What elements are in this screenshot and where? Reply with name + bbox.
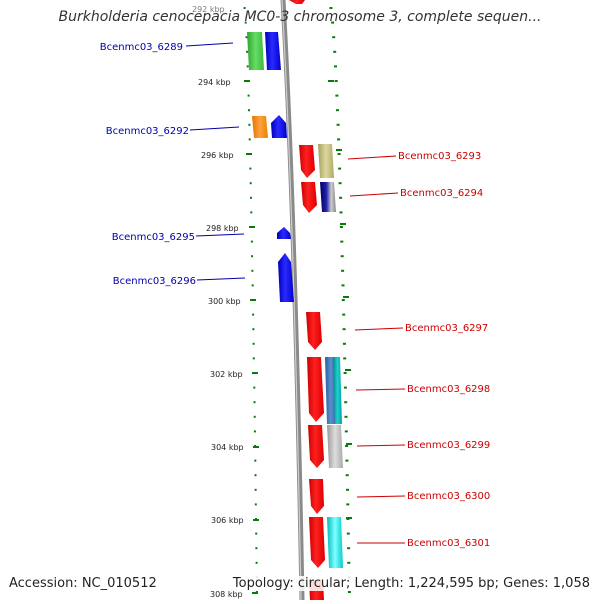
chromosome-backbone	[280, 0, 305, 601]
gene-labels-left: Bcenmc03_6289 Bcenmc03_6292 Bcenmc03_629…	[100, 42, 196, 287]
gene-feature[interactable]	[277, 227, 291, 239]
kbp-label: 308 kbp	[210, 590, 243, 599]
gene-feature[interactable]	[318, 144, 334, 178]
leader-lines	[185, 42, 406, 544]
gene-feature[interactable]	[333, 357, 342, 424]
kbp-label: 296 kbp	[201, 151, 234, 160]
gene-feature[interactable]	[278, 253, 294, 302]
accession-text: Accession: NC_010512	[9, 576, 157, 591]
right-track-ticks	[329, 7, 351, 593]
kbp-label: 306 kbp	[211, 516, 244, 525]
gene-feature[interactable]	[320, 182, 336, 212]
gene-label[interactable]: Bcenmc03_6296	[113, 276, 196, 287]
gene-label[interactable]: Bcenmc03_6293	[398, 151, 481, 162]
map-footer: Accession: NC_010512 Topology: circular;…	[0, 572, 600, 594]
gene-feature[interactable]	[299, 145, 315, 178]
map-title: Burkholderia cenocepacia MC0-3 chromosom…	[58, 9, 542, 25]
kbp-major-ticks	[244, 80, 352, 594]
gene-label[interactable]: Bcenmc03_6300	[407, 491, 490, 502]
gene-feature[interactable]	[327, 517, 343, 568]
kbp-label: 302 kbp	[210, 370, 243, 379]
gene-feature[interactable]	[301, 182, 317, 213]
kbp-label: 294 kbp	[198, 78, 231, 87]
gene-feature[interactable]	[309, 479, 324, 514]
sequence-stats: Topology: circular; Length: 1,224,595 bp…	[232, 576, 590, 591]
gene-feature[interactable]	[271, 115, 287, 138]
gene-feature[interactable]	[306, 312, 322, 350]
gene-feature[interactable]	[325, 357, 336, 424]
gene-label[interactable]: Bcenmc03_6299	[407, 440, 490, 451]
kbp-label: 300 kbp	[208, 297, 241, 306]
gene-label[interactable]: Bcenmc03_6294	[400, 188, 483, 199]
gene-label[interactable]: Bcenmc03_6297	[405, 323, 488, 334]
chromosome-backbone-highlight	[281, 0, 302, 601]
gene-feature[interactable]	[252, 116, 268, 138]
gene-feature[interactable]	[309, 517, 325, 568]
gene-feature[interactable]	[247, 32, 264, 70]
gene-feature[interactable]	[308, 425, 324, 468]
gene-label[interactable]: Bcenmc03_6295	[112, 232, 195, 243]
kbp-scale: 292 kbp 294 kbp 296 kbp 298 kbp 300 kbp …	[192, 5, 244, 599]
gene-labels-right: Bcenmc03_6293 Bcenmc03_6294 Bcenmc03_629…	[398, 151, 490, 549]
gene-label[interactable]: Bcenmc03_6298	[407, 384, 490, 395]
gene-feature[interactable]	[307, 357, 324, 422]
gene-feature[interactable]	[265, 32, 281, 70]
gene-feature[interactable]	[327, 425, 343, 468]
right-genes	[299, 144, 343, 600]
kbp-label: 298 kbp	[206, 224, 239, 233]
gene-label[interactable]: Bcenmc03_6301	[407, 538, 490, 549]
gene-label[interactable]: Bcenmc03_6292	[106, 126, 189, 137]
gene-feature[interactable]	[289, 0, 305, 4]
kbp-label: 304 kbp	[211, 443, 244, 452]
left-genes	[247, 0, 305, 302]
gene-label[interactable]: Bcenmc03_6289	[100, 42, 183, 53]
kbp-label: 292 kbp	[192, 5, 225, 14]
